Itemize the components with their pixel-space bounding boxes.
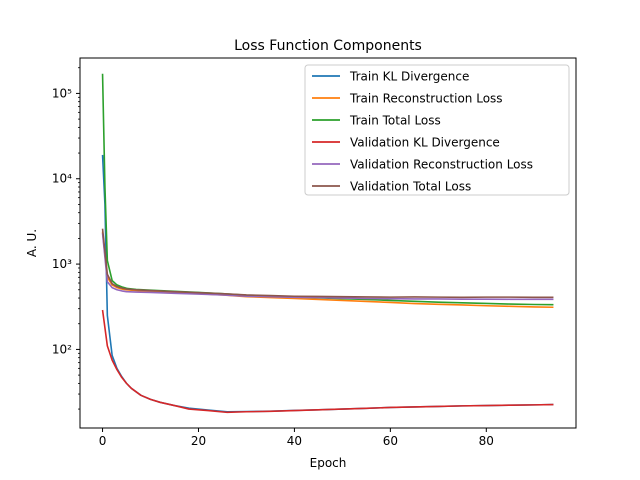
legend-label-1: Train Reconstruction Loss: [349, 92, 503, 106]
plot-frame: [79, 57, 577, 429]
x-tick-label: 80: [479, 434, 494, 448]
x-tick-label: 60: [383, 434, 398, 448]
x-axis-label: Epoch: [310, 456, 347, 470]
plot-lines: [101, 73, 554, 414]
legend-box: [304, 64, 570, 196]
series-line-1: [101, 231, 554, 309]
y-tick-label: 10³: [52, 257, 72, 271]
series-line-3: [101, 309, 554, 414]
x-tick-label: 40: [287, 434, 302, 448]
x-axis: 0 20 40 60 80: [99, 428, 494, 448]
y-tick-label: 10⁴: [52, 172, 72, 186]
legend: Train KL Divergence Train Reconstruction …: [304, 64, 570, 196]
chart-title: Loss Function Components: [234, 38, 422, 54]
legend-label-0: Train KL Divergence: [349, 70, 469, 84]
series-line-4: [101, 233, 554, 301]
x-tick-label: 20: [191, 434, 206, 448]
legend-label-3: Validation KL Divergence: [350, 136, 500, 150]
y-tick-label: 10²: [52, 342, 72, 356]
x-tick-label: 0: [99, 434, 107, 448]
y-axis: 10² 10³ 10⁴ 10⁵: [52, 67, 80, 410]
legend-label-4: Validation Reconstruction Loss: [350, 158, 533, 172]
series-line-5: [101, 228, 554, 299]
legend-label-2: Train Total Loss: [349, 114, 441, 128]
y-axis-label: A. U.: [25, 229, 39, 257]
y-tick-label: 10⁵: [52, 86, 72, 100]
legend-label-5: Validation Total Loss: [350, 180, 471, 194]
